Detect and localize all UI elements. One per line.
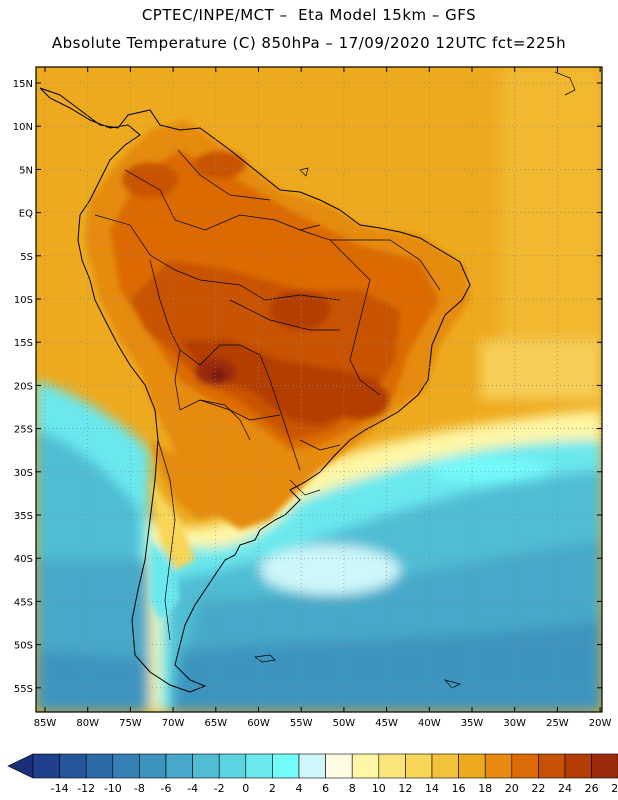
colorbar-tick-label: 12 bbox=[398, 782, 412, 795]
latitude-labels: 15N 10N 5N EQ 5S 10S 15S 20S 25S 30S 35S 40S 45S 50S 5… bbox=[13, 79, 33, 695]
lon-label: 25W bbox=[546, 718, 569, 729]
lon-label: 45W bbox=[375, 718, 398, 729]
colorbar-tick-label: 22 bbox=[531, 782, 545, 795]
colorbar-cell bbox=[564, 753, 592, 779]
lon-label: 65W bbox=[204, 718, 227, 729]
colorbar-tick-label: 24 bbox=[558, 782, 572, 795]
map-title: CPTEC/INPE/MCT – Eta Model 15km – GFS bbox=[141, 6, 477, 24]
colorbar-cell bbox=[218, 753, 247, 779]
colorbar-cell bbox=[484, 753, 513, 779]
colorbar-cell bbox=[59, 753, 87, 779]
colorbar-cell bbox=[591, 753, 618, 779]
lon-label: 55W bbox=[290, 718, 313, 729]
colorbar-cell bbox=[431, 753, 459, 779]
colorbar-cell bbox=[139, 753, 167, 779]
lat-label: 50S bbox=[14, 641, 33, 652]
colorbar-cell bbox=[245, 753, 273, 779]
colorbar-tick-label: 20 bbox=[505, 782, 519, 795]
colorbar-cell bbox=[32, 753, 60, 779]
coastline-south-america bbox=[39, 87, 471, 693]
colorbar-low-arrow bbox=[7, 753, 34, 779]
lat-label: 10S bbox=[14, 295, 33, 306]
lon-label: 60W bbox=[247, 718, 270, 729]
colorbar-cell bbox=[405, 753, 433, 779]
colorbar-tick-label: -6 bbox=[161, 782, 172, 795]
colorbar-cell bbox=[192, 753, 220, 779]
lat-label: 5N bbox=[19, 165, 33, 176]
lat-label: 20S bbox=[14, 381, 33, 392]
lat-label: 30S bbox=[14, 468, 33, 479]
colorbar-cell bbox=[351, 753, 380, 779]
map-subtitle: Absolute Temperature (C) 850hPa – 17/09/… bbox=[51, 34, 567, 52]
colorbar-tick-label: 6 bbox=[322, 782, 329, 795]
lat-label: 15S bbox=[14, 338, 33, 349]
colorbar-tick-label: 16 bbox=[452, 782, 466, 795]
colorbar-tick-label: 2 bbox=[269, 782, 276, 795]
lat-label: 45S bbox=[14, 597, 33, 608]
lat-label: 55S bbox=[14, 684, 33, 695]
country-borders bbox=[94, 149, 441, 641]
lon-label: 40W bbox=[418, 718, 441, 729]
colorbar-cell bbox=[85, 753, 114, 779]
map-frame bbox=[35, 66, 603, 713]
lon-label: 30W bbox=[503, 718, 526, 729]
colorbar-tick-label: 14 bbox=[425, 782, 439, 795]
lat-label: 35S bbox=[14, 511, 33, 522]
colorbar-cell bbox=[165, 753, 193, 779]
colorbar-tick-label: 8 bbox=[349, 782, 356, 795]
colorbar-cell bbox=[272, 753, 300, 779]
colorbar-tick-label: 26 bbox=[585, 782, 599, 795]
colorbar-tick-label: 18 bbox=[478, 782, 492, 795]
colorbar-cell bbox=[112, 753, 140, 779]
lon-label: 70W bbox=[162, 718, 185, 729]
lon-label: 75W bbox=[119, 718, 142, 729]
temperature-map: 15N 10N 5N EQ 5S 10S 15S 20S 25S 30S 35S 40S 45S 50S 5… bbox=[13, 66, 612, 729]
colorbar-tick-label: 4 bbox=[296, 782, 303, 795]
lat-label: 5S bbox=[20, 252, 33, 263]
colorbar-tick-label: -14 bbox=[51, 782, 69, 795]
colorbar-cell bbox=[325, 753, 353, 779]
lat-label: 25S bbox=[14, 425, 33, 436]
lat-label: 10N bbox=[13, 122, 33, 133]
colorbar-cell bbox=[458, 753, 486, 779]
lon-label: 85W bbox=[34, 718, 57, 729]
lon-label: 80W bbox=[76, 718, 99, 729]
colorbar-cell bbox=[538, 753, 566, 779]
colorbar-tick-label: -12 bbox=[77, 782, 95, 795]
colorbar-cell bbox=[298, 753, 326, 779]
colorbar-cell bbox=[511, 753, 539, 779]
temperature-field bbox=[36, 67, 602, 712]
longitude-labels: 85W 80W 75W 70W 65W 60W 55W 50W 45W 40W 35W 30W 25W 2… bbox=[34, 718, 612, 729]
colorbar-tick-label: -2 bbox=[214, 782, 225, 795]
lon-label: 50W bbox=[333, 718, 356, 729]
colorbar-tick-label: -4 bbox=[187, 782, 198, 795]
axis-ticks bbox=[36, 67, 602, 712]
lat-label: 40S bbox=[14, 554, 33, 565]
colorbar: -14 -12 -10 -8 -6 -4 -2 0 2 4 6 8 10 12 14 16 18 20 22 24 26… bbox=[7, 753, 618, 795]
islands bbox=[254, 71, 576, 689]
colorbar-cell bbox=[378, 753, 406, 779]
lon-label: 20W bbox=[589, 718, 612, 729]
lat-label: 15N bbox=[13, 79, 33, 90]
lat-label: EQ bbox=[19, 209, 33, 220]
colorbar-tick-label: 0 bbox=[242, 782, 249, 795]
colorbar-tick-label: 10 bbox=[372, 782, 386, 795]
lon-label: 35W bbox=[461, 718, 484, 729]
colorbar-tick-label: -10 bbox=[104, 782, 122, 795]
colorbar-tick-label: -8 bbox=[134, 782, 145, 795]
colorbar-tick-label: 28 bbox=[611, 782, 618, 795]
